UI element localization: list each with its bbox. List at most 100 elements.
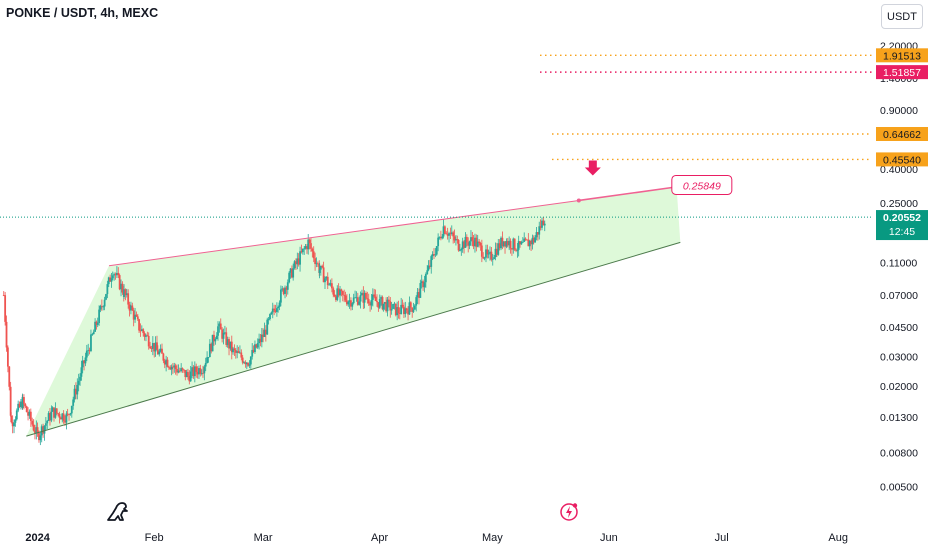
candle-body [151,343,154,349]
candle-body [344,295,347,301]
candle-body [479,242,482,246]
x-axis-tick-label: Jul [715,532,729,544]
wedge-upper-line [108,199,579,267]
candle-body [256,343,259,348]
candle-body [427,265,430,271]
candle-body [413,305,416,310]
candle-body [446,234,449,236]
candle-body [20,401,22,408]
candle-body [167,366,170,368]
candle-body [110,278,113,282]
candle-body [176,368,178,373]
candle-body [234,350,237,353]
candle-body [536,232,539,235]
candle-body [277,306,280,309]
price-level-tag [876,126,928,141]
candle-body [472,240,475,247]
candle-body [153,343,156,352]
candle-body [80,367,83,377]
candle-body [363,292,366,303]
candle-body [244,362,247,365]
candle-body [259,338,262,343]
candle-body [123,289,125,297]
candle-body [180,368,183,372]
candle-body [418,292,420,298]
candle-body [370,299,373,306]
candle-body [464,236,467,248]
y-axis-tick-label: 0.01300 [880,412,918,424]
candle-body [519,241,521,245]
candle-body [8,366,11,387]
candle-body [346,300,348,305]
down-arrow-icon [584,160,601,176]
candle-body [173,365,176,368]
candle-body [532,237,535,243]
x-axis-tick-label: Feb [145,532,164,544]
candle-body [281,288,284,290]
candle-body [65,413,68,423]
candle-body [130,305,132,311]
candle-body [358,301,361,305]
candle-body [430,256,433,267]
candle-body [296,258,299,265]
candle-body [28,411,31,416]
candle-body [135,314,138,317]
candle-body [258,338,260,344]
price-level-value: 0.45540 [883,154,921,166]
candle-body [87,350,90,352]
candle-body [46,420,49,424]
candle-body [426,270,429,275]
candle-body [409,302,412,308]
candle-body [50,411,53,421]
candle-body [304,246,307,249]
candle-body [95,321,98,325]
candle-body [273,308,276,311]
candle-body [243,362,245,364]
candle-body [191,367,193,372]
candle-body [171,366,174,368]
candle-body [404,308,407,315]
currency-unit-button[interactable]: USDT [881,4,923,29]
candle-body [362,292,365,303]
candle-body [195,366,198,373]
candle-body [2,295,5,296]
y-axis-tick-label: 0.00800 [880,447,918,459]
candle-body [117,272,120,276]
candle-body [528,240,531,247]
candle-body [34,430,36,434]
candle-body [39,435,42,441]
candle-body [226,339,229,345]
candle-body [359,295,362,302]
candle-body [142,329,145,334]
candle-body [263,329,266,338]
candle-body [394,303,397,316]
candle-body [53,407,55,418]
candle-body [397,307,400,314]
candle-body [270,312,273,315]
candle-body [240,352,243,358]
candle-body [59,417,62,420]
candle-body [241,357,244,363]
candle-body [459,250,461,252]
candle-body [445,233,448,235]
candle-body [316,263,319,265]
candle-body [10,415,13,423]
candle-body [286,282,289,290]
candle-body [139,330,142,332]
lightning-icon[interactable] [559,502,579,522]
candle-body [200,372,203,374]
candle-body [174,365,177,369]
candle-body [13,422,15,427]
candle-body [475,237,478,247]
candle-body [214,339,217,342]
candle-body [460,249,463,251]
candle-body [450,232,453,234]
candle-body [218,323,221,327]
y-axis-tick-label: 0.07000 [880,290,918,302]
candle-body [138,319,140,331]
candle-body [365,292,367,299]
candle-body [66,413,69,415]
candle-body [526,239,528,241]
candle-body [366,298,369,300]
